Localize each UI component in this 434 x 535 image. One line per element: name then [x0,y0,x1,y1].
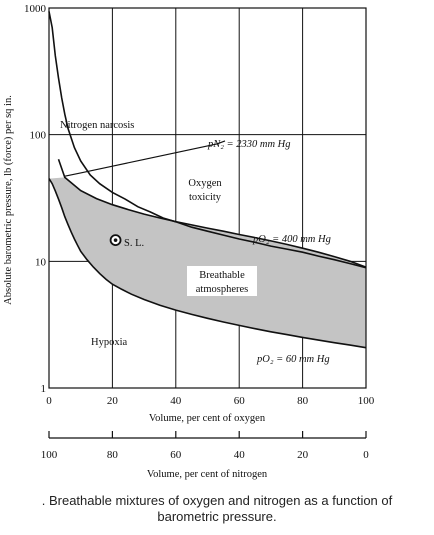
nitrogen-narcosis-label: Nitrogen narcosis [60,120,134,131]
nitrogen-tick-label-4: 20 [297,449,309,461]
breathable-label-2: atmospheres [196,284,249,295]
breathable-mixtures-chart: 1 10 100 1000 0 20 40 60 80 100 100 80 60 40 20 0 Abs… [3,3,375,480]
nitrogen-tick-label-0: 100 [41,449,58,461]
y-tick-label-3: 1000 [24,3,47,15]
x-tick-label-0: 0 [46,395,52,407]
x-tick-label-4: 80 [297,395,309,407]
x-tick-label-3: 60 [234,395,246,407]
sea-level-label: S. L. [124,238,144,249]
nitrogen-axis: 100 80 60 40 20 0 [41,431,369,461]
x-tick-label-5: 100 [358,395,375,407]
hypoxia-label: Hypoxia [91,337,128,348]
breathable-label-bg [187,266,257,296]
y-tick-label-2: 100 [30,130,47,142]
nitrogen-narcosis-curve [48,11,367,269]
y-axis-label: Absolute barometric pressure, lb (force)… [3,95,14,305]
plot-frame [48,7,367,389]
figure-caption: . Breathable mixtures of oxygen and nitr… [0,493,434,525]
x-tick-labels: 0 20 40 60 80 100 [46,395,375,407]
x-tick-label-1: 20 [107,395,119,407]
po2-60-label: pO₂ = 60 mm Hg [256,354,330,365]
pn2-label: pN₂ = 2330 mm Hg [207,139,291,150]
breathable-label-1: Breathable [199,270,245,281]
x2-axis-label: Volume, per cent of nitrogen [147,469,268,480]
y-tick-label-0: 1 [41,383,47,395]
caption-line-1: . Breathable mixtures of oxygen and nitr… [41,493,393,508]
nitrogen-tick-label-3: 40 [234,449,246,461]
oxygen-toxicity-label-1: Oxygen [188,178,222,189]
caption-line-2: barometric pressure. [157,509,277,524]
nitrogen-tick-label-2: 60 [170,449,182,461]
y-tick-labels: 1 10 100 1000 [24,3,47,395]
po2-400-label: pO₂ = 400 mm Hg [252,234,331,245]
nitrogen-tick-label-1: 80 [107,449,119,461]
sea-level-dot [113,238,118,242]
nitrogen-tick-label-5: 0 [363,449,369,461]
hypoxia-curve [48,178,367,349]
oxygen-toxicity-label-2: toxicity [189,192,222,203]
y-tick-label-1: 10 [35,256,47,268]
oxygen-toxicity-curve [57,158,367,268]
breathable-region [49,177,366,348]
x-tick-label-2: 40 [170,395,182,407]
pn2-line [64,140,226,177]
x-axis-label: Volume, per cent of oxygen [149,413,266,424]
